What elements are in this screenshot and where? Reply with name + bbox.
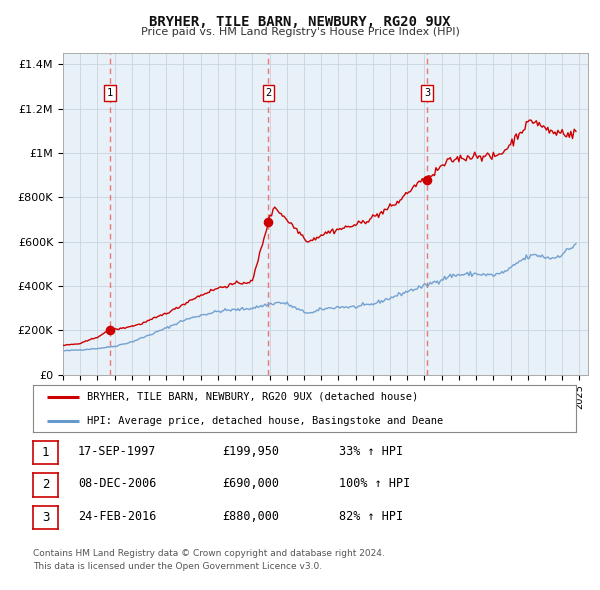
Text: Price paid vs. HM Land Registry's House Price Index (HPI): Price paid vs. HM Land Registry's House … [140, 27, 460, 37]
Text: 24-FEB-2016: 24-FEB-2016 [78, 510, 157, 523]
Text: 82% ↑ HPI: 82% ↑ HPI [339, 510, 403, 523]
Text: 100% ↑ HPI: 100% ↑ HPI [339, 477, 410, 490]
Text: BRYHER, TILE BARN, NEWBURY, RG20 9UX: BRYHER, TILE BARN, NEWBURY, RG20 9UX [149, 15, 451, 29]
Text: 2: 2 [42, 478, 49, 491]
Point [422, 175, 432, 184]
Text: 1: 1 [42, 446, 49, 459]
Text: This data is licensed under the Open Government Licence v3.0.: This data is licensed under the Open Gov… [33, 562, 322, 571]
Text: 2: 2 [265, 88, 271, 98]
Text: 3: 3 [424, 88, 430, 98]
Text: 1: 1 [107, 88, 113, 98]
Text: 33% ↑ HPI: 33% ↑ HPI [339, 445, 403, 458]
Text: £690,000: £690,000 [222, 477, 279, 490]
Text: HPI: Average price, detached house, Basingstoke and Deane: HPI: Average price, detached house, Basi… [88, 415, 443, 425]
Text: 3: 3 [42, 511, 49, 524]
Text: £199,950: £199,950 [222, 445, 279, 458]
Point [263, 217, 273, 227]
Text: £880,000: £880,000 [222, 510, 279, 523]
Point [105, 326, 115, 335]
Text: BRYHER, TILE BARN, NEWBURY, RG20 9UX (detached house): BRYHER, TILE BARN, NEWBURY, RG20 9UX (de… [88, 392, 419, 402]
Text: 08-DEC-2006: 08-DEC-2006 [78, 477, 157, 490]
Text: Contains HM Land Registry data © Crown copyright and database right 2024.: Contains HM Land Registry data © Crown c… [33, 549, 385, 558]
Text: 17-SEP-1997: 17-SEP-1997 [78, 445, 157, 458]
